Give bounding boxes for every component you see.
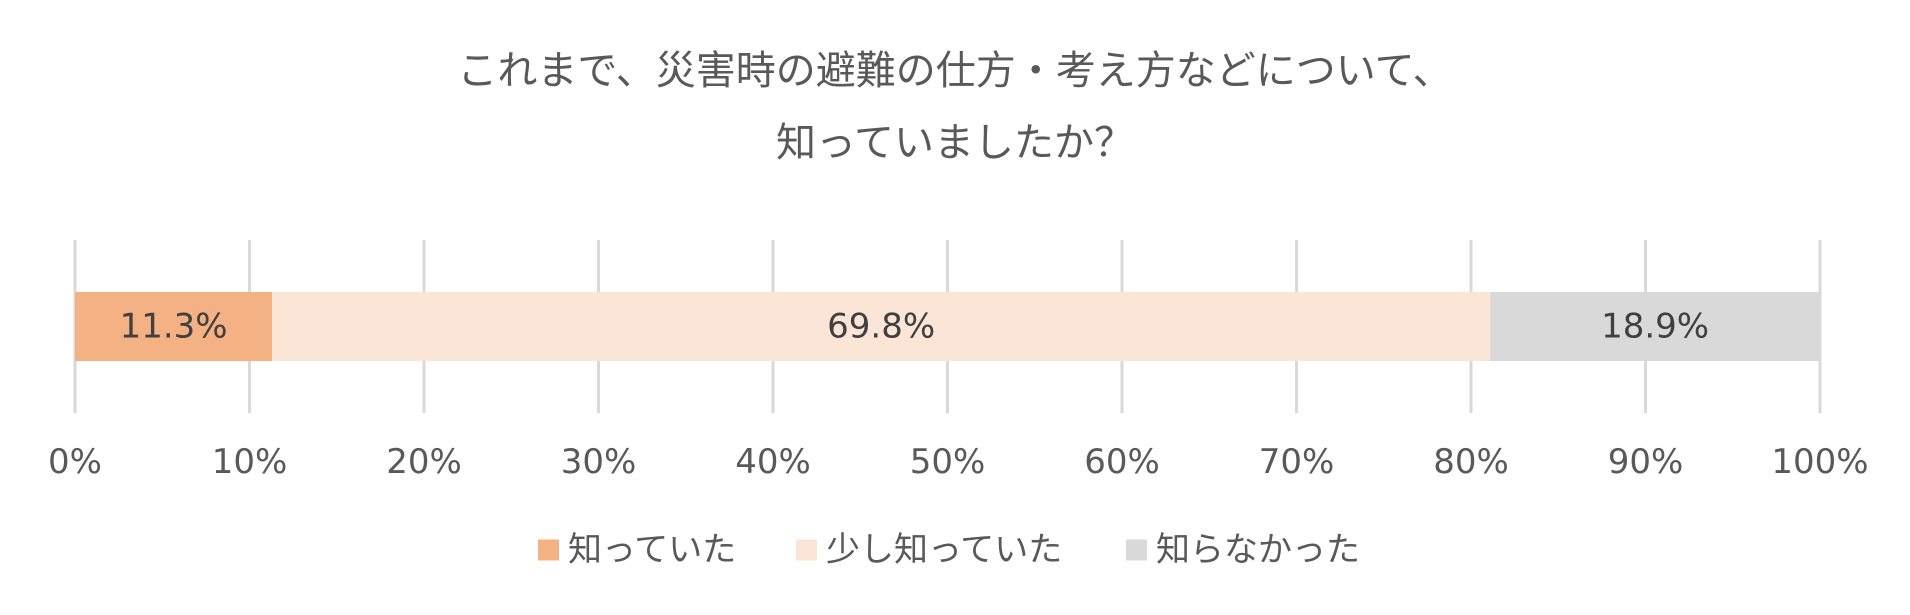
x-tick-label: 80% xyxy=(1433,442,1509,482)
legend-item-1: 知っていた xyxy=(538,530,736,570)
legend-item-3: 知らなかった xyxy=(1126,530,1360,570)
bar-segment-2 xyxy=(272,292,1491,361)
x-tick-label: 0% xyxy=(48,442,102,482)
legend-label: 知らなかった xyxy=(1156,530,1360,570)
x-tick-label: 100% xyxy=(1771,442,1868,482)
x-tick-label: 60% xyxy=(1084,442,1160,482)
chart-title-line-2: 知っていましたか？ xyxy=(776,120,1134,166)
x-tick-label: 90% xyxy=(1608,442,1684,482)
data-label-3: 18.9% xyxy=(1601,307,1709,347)
legend-swatch xyxy=(1126,539,1147,561)
chart-title: これまで、災害時の避難の仕方・考え方などについて、 知っていましたか？ xyxy=(457,48,1452,166)
x-tick-label: 50% xyxy=(910,442,986,482)
chart-title-line-1: これまで、災害時の避難の仕方・考え方などについて、 xyxy=(457,48,1452,94)
x-tick-label: 10% xyxy=(212,442,288,482)
legend-label: 知っていた xyxy=(568,530,736,570)
legend-swatch xyxy=(796,539,817,561)
legend-swatch xyxy=(538,539,559,561)
x-tick-label: 40% xyxy=(735,442,811,482)
legend-item-2: 少し知っていた xyxy=(796,530,1062,570)
x-tick-label: 70% xyxy=(1259,442,1335,482)
data-label-1: 11.3% xyxy=(120,307,228,347)
bar-segments xyxy=(75,292,1820,361)
x-axis-tick-labels: 0% 10% 20% 30% 40% 50% 60% 70% 80% 90% 100% xyxy=(48,442,1869,482)
bar-segment-3 xyxy=(1490,292,1820,361)
bar-segment-1 xyxy=(75,292,273,361)
legend-label: 少し知っていた xyxy=(826,530,1062,570)
data-label-2: 69.8% xyxy=(827,307,935,347)
x-tick-label: 20% xyxy=(386,442,462,482)
data-labels: 11.3% 69.8% 18.9% xyxy=(120,307,1710,347)
legend: 知っていた 少し知っていた 知らなかった xyxy=(538,530,1360,570)
x-tick-label: 30% xyxy=(561,442,637,482)
